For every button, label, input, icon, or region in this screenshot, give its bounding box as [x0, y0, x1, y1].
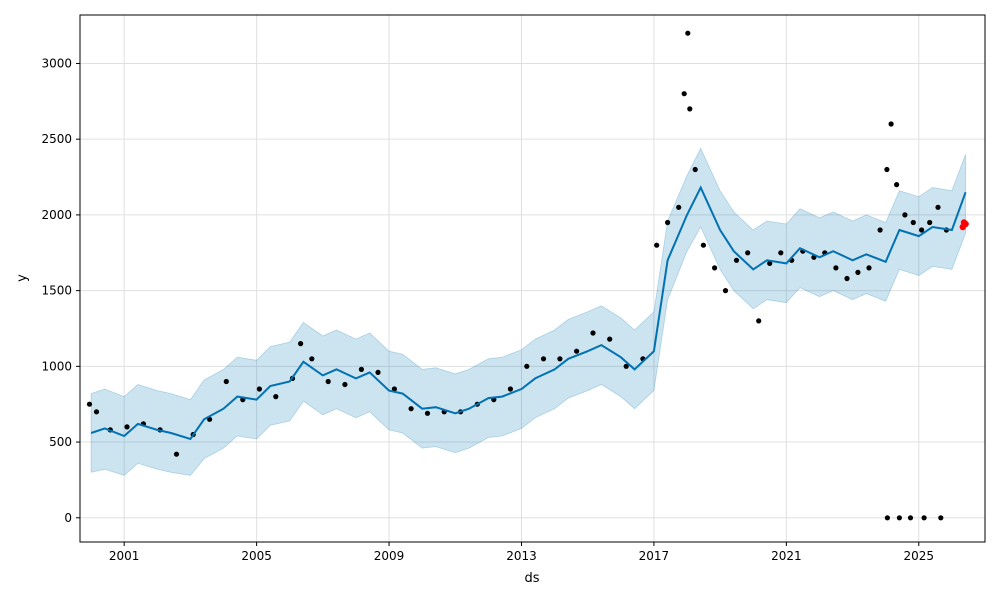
observed-point: [756, 318, 762, 324]
observed-point: [902, 212, 908, 218]
y-tick-label: 2000: [41, 208, 72, 222]
observed-point: [907, 515, 914, 521]
y-tick-label: 1000: [41, 359, 72, 373]
uncertainty-band: [90, 147, 966, 476]
y-tick-label: 500: [49, 435, 72, 449]
highlight-point: [962, 220, 969, 228]
observed-point: [894, 182, 900, 188]
observed-point: [256, 386, 262, 392]
x-axis-ticks: 2001 2005 2009 2013 2017 2021 2025: [109, 542, 934, 563]
observed-point: [524, 363, 530, 369]
observed-point: [877, 227, 883, 233]
observed-point: [733, 257, 740, 263]
observed-point: [884, 166, 890, 173]
observed-point: [712, 265, 718, 271]
observed-point: [745, 250, 751, 256]
x-tick-label: 2001: [109, 549, 140, 563]
observed-point: [665, 219, 671, 226]
uncertainty-band-group: [90, 147, 966, 476]
observed-point: [540, 356, 547, 362]
observed-point: [325, 378, 331, 385]
observed-point: [424, 410, 431, 416]
x-tick-label: 2005: [241, 549, 272, 563]
observed-point: [86, 401, 93, 407]
x-tick-label: 2021: [771, 549, 802, 563]
observed-point: [623, 363, 629, 369]
observed-point: [685, 30, 691, 36]
y-tick-label: 0: [64, 511, 72, 525]
observed-point: [866, 265, 872, 271]
observed-point: [722, 288, 729, 294]
observed-point: [896, 515, 903, 521]
observed-point: [938, 515, 944, 521]
observed-point: [692, 166, 698, 173]
observed-point: [607, 336, 613, 342]
observed-point: [700, 242, 707, 248]
observed-point: [391, 386, 397, 392]
observed-point: [855, 269, 861, 275]
observed-point: [173, 451, 180, 457]
observed-point: [654, 242, 660, 248]
observed-point: [124, 424, 130, 430]
y-tick-label: 1500: [41, 284, 72, 298]
observed-point: [681, 91, 687, 97]
observed-point: [676, 204, 682, 210]
observed-point: [910, 219, 916, 226]
x-tick-label: 2013: [506, 549, 537, 563]
observed-point: [919, 227, 925, 233]
observed-point: [844, 275, 850, 282]
observed-point: [342, 381, 348, 388]
observed-point: [93, 409, 100, 415]
observed-point: [888, 121, 894, 127]
x-tick-label: 2017: [639, 549, 670, 563]
observed-point: [408, 406, 414, 412]
grid: [80, 15, 985, 542]
observed-point: [574, 348, 580, 354]
observed-point: [935, 204, 941, 210]
observed-point: [687, 106, 693, 112]
y-tick-label: 3000: [41, 56, 72, 70]
observed-point: [590, 330, 596, 336]
observed-point: [298, 341, 304, 347]
observed-point: [375, 369, 381, 375]
observed-point: [309, 356, 315, 362]
observed-point: [223, 378, 229, 385]
observed-point: [557, 356, 563, 362]
x-tick-label: 2009: [374, 549, 405, 563]
observed-point: [778, 250, 784, 256]
x-axis-label: ds: [524, 571, 539, 586]
y-tick-label: 2500: [41, 132, 72, 146]
observed-point: [927, 219, 933, 226]
observed-point: [884, 515, 891, 521]
observed-point: [833, 265, 839, 271]
y-axis-label: y: [15, 274, 30, 282]
observed-point: [507, 386, 513, 392]
forecast-line: [90, 185, 967, 441]
observed-point: [358, 366, 364, 372]
plot-frame: [79, 14, 986, 543]
observed-point: [921, 515, 927, 521]
highlight-points-group: [959, 219, 969, 231]
observed-point: [767, 260, 773, 266]
observed-point: [273, 394, 279, 400]
x-tick-label: 2025: [904, 549, 935, 563]
forecast-line-group: [90, 185, 967, 441]
y-axis-ticks: 0 500 1000 1500 2000 2500 3000: [41, 56, 80, 525]
